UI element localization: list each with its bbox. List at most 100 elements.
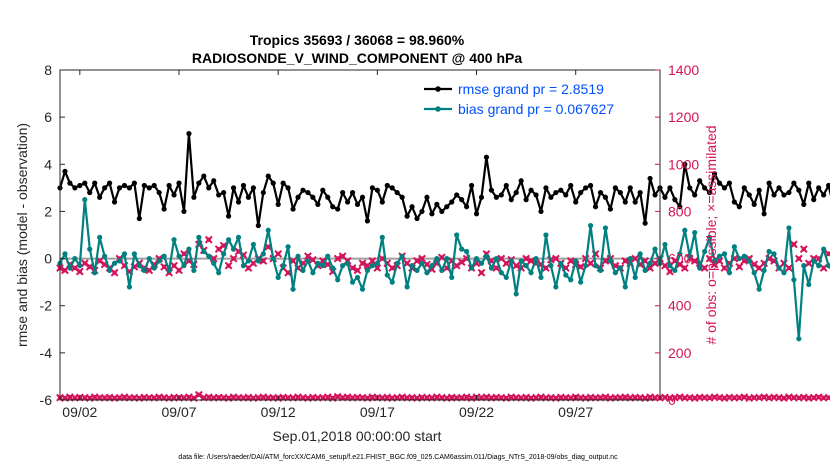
bias-point: [498, 270, 504, 276]
rmse-point: [483, 154, 490, 160]
bias-point: [290, 286, 296, 292]
bias-point: [632, 274, 638, 281]
bias-point: [746, 258, 752, 264]
rmse-point: [721, 185, 728, 191]
rmse-point: [211, 178, 217, 184]
obs-assimilated-point-dot: [152, 395, 157, 401]
legend-swatch-marker: [435, 106, 441, 112]
obs-assimilated-point-dot: [509, 394, 514, 400]
rmse-point: [225, 213, 232, 219]
bias-point: [548, 263, 554, 269]
bias-point: [364, 267, 371, 273]
rmse-point: [235, 199, 242, 205]
obs-assimilated-point-dot: [122, 394, 127, 400]
rmse-point: [111, 199, 118, 205]
bias-point: [741, 253, 747, 259]
obs-possible-point: [512, 261, 521, 270]
obs-assimilated-point-dot: [216, 395, 221, 400]
obs-assimilated-point-dot: [642, 395, 648, 401]
obs-possible-point: [631, 254, 640, 263]
obs-possible-point-dot: [504, 261, 509, 266]
obs-assimilated-point-dot: [365, 395, 370, 401]
obs-possible-point-dot: [87, 264, 92, 270]
right-tick-label: 400: [668, 298, 692, 314]
bias-point: [538, 274, 544, 281]
rmse-point: [597, 189, 604, 196]
obs-assimilated-point-dot: [454, 395, 459, 401]
obs-possible-point: [353, 266, 362, 275]
obs-possible-point-dot: [692, 258, 697, 264]
obs-assimilated-point-dot: [226, 395, 231, 401]
right-tick-label: 200: [668, 345, 692, 361]
rmse-point: [468, 182, 475, 189]
obs-assimilated-series: [56, 390, 830, 403]
bias-point: [230, 246, 237, 252]
bias-point: [379, 234, 385, 240]
obs-possible-point: [110, 268, 119, 277]
obs-assimilated-point-dot: [196, 392, 202, 398]
obs-possible-point: [527, 257, 535, 265]
rmse-point: [230, 185, 237, 191]
obs-assimilated-point-dot: [290, 395, 296, 401]
bias-point: [568, 277, 574, 283]
bias-point: [553, 284, 559, 290]
obs-assimilated-point-dot: [335, 394, 340, 399]
obs-assimilated-point-dot: [231, 394, 236, 400]
obs-possible-point-dot: [97, 258, 102, 264]
rmse-point: [513, 189, 519, 196]
legend-entry-label: bias grand pr = 0.067627: [458, 101, 614, 117]
bias-point: [533, 255, 539, 262]
obs-possible-point-dot: [796, 256, 802, 261]
rmse-point: [771, 192, 777, 198]
obs-assimilated-point-dot: [479, 395, 484, 400]
obs-assimilated-point-dot: [633, 395, 638, 400]
obs-possible-point-dot: [647, 265, 653, 271]
rmse-point: [151, 182, 157, 189]
obs-possible-point: [586, 259, 595, 268]
obs-possible-point-dot: [652, 261, 658, 266]
rmse-point: [716, 180, 723, 186]
obs-possible-point: [705, 254, 714, 263]
obs-assimilated-point-dot: [340, 395, 345, 400]
obs-assimilated-point-dot: [811, 395, 816, 400]
obs-assimilated-point-dot: [261, 394, 266, 400]
obs-assimilated-point-dot: [419, 395, 425, 400]
left-tick-label: 6: [44, 109, 52, 125]
obs-assimilated-point-dot: [469, 395, 474, 401]
obs-possible-point: [819, 264, 828, 272]
obs-assimilated-point-dot: [360, 395, 365, 400]
obs-possible-point-dot: [439, 255, 445, 260]
obs-possible-point-dot: [251, 261, 256, 266]
obs-possible-point: [229, 254, 238, 263]
bias-point: [434, 255, 440, 262]
obs-possible-point: [457, 258, 466, 267]
obs-assimilated-point-dot: [325, 394, 330, 400]
bias-point: [424, 270, 430, 276]
rmse-point: [498, 192, 504, 198]
rmse-point: [275, 201, 281, 207]
obs-assimilated-point-dot: [603, 394, 608, 400]
obs-assimilated-point-dot: [494, 395, 499, 400]
right-axis: 0 200 400 600 800 1000 1200 1400: [655, 62, 699, 408]
obs-assimilated-point-dot: [618, 395, 623, 400]
legend-swatch-marker: [435, 86, 441, 92]
obs-assimilated-point-dot: [97, 395, 102, 400]
obs-possible-point-dot: [419, 256, 425, 261]
obs-assimilated-point-dot: [687, 395, 692, 400]
rmse-point: [146, 185, 152, 191]
obs-assimilated-point-dot: [305, 395, 311, 401]
rmse-point: [77, 182, 83, 189]
bias-point: [275, 274, 281, 281]
bias-point: [791, 277, 797, 283]
obs-assimilated-point-dot: [449, 395, 454, 400]
obs-possible-point-dot: [786, 265, 792, 271]
obs-possible-point: [452, 261, 461, 270]
obs-possible-point: [661, 261, 669, 270]
rmse-point: [478, 194, 485, 200]
obs-assimilated-point-dot: [132, 395, 137, 400]
x-tick-label: 09/27: [558, 404, 593, 420]
obs-possible-point: [304, 252, 312, 261]
rmse-point: [196, 180, 202, 186]
bias-point: [578, 279, 584, 285]
obs-possible-point: [61, 266, 69, 275]
